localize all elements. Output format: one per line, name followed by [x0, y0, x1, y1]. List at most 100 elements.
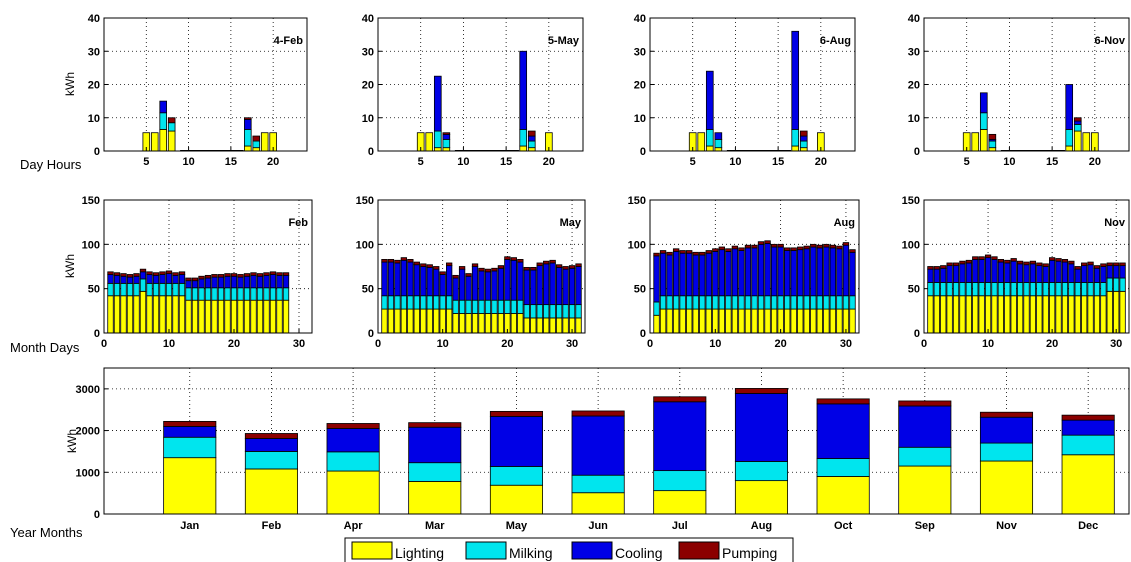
bar-segment-lighting	[465, 313, 472, 334]
bar-segment-milking	[799, 140, 808, 149]
bar-segment-lighting	[686, 308, 693, 334]
panel-title: 5-May	[548, 35, 580, 47]
bar-segment-milking	[1081, 282, 1088, 297]
bar-segment-cooling	[519, 50, 528, 130]
bar-segment-pumping	[997, 259, 1004, 263]
bar-segment-cooling	[783, 250, 791, 297]
bar-segment-cooling	[751, 247, 758, 297]
bar-segment-lighting	[452, 313, 459, 334]
bar-segment-cooling	[510, 259, 517, 301]
bar-segment-lighting	[816, 308, 823, 334]
bar-segment-pumping	[510, 257, 517, 261]
bar-segment-milking	[167, 122, 176, 132]
bar-segment-cooling	[997, 261, 1004, 283]
bar-segment-lighting	[510, 313, 517, 334]
bar-segment-lighting	[230, 299, 238, 334]
bar-segment-lighting	[1061, 295, 1069, 334]
bar-segment-lighting	[1016, 295, 1024, 334]
plot-area	[378, 18, 583, 151]
bar-segment-lighting	[978, 295, 985, 334]
bar-segment-pumping	[204, 274, 212, 279]
bar-segment-milking	[276, 287, 283, 301]
bar-segment-lighting	[653, 490, 707, 515]
bar-segment-cooling	[237, 276, 244, 289]
bar-segment-milking	[400, 295, 408, 310]
bar-segment-lighting	[243, 299, 251, 334]
bar-segment-cooling	[244, 438, 298, 452]
bar-segment-milking	[1087, 282, 1094, 297]
bar-segment-pumping	[816, 244, 823, 249]
x-tick-label: Jul	[672, 520, 688, 532]
bar-segment-milking	[965, 282, 972, 297]
chart-monthly: 0 1000 2000 3000 Jan Feb Apr Mar May Jun Jul Aug Oct…	[65, 367, 1130, 532]
bar-segment-milking	[692, 295, 699, 310]
bar-segment-cooling	[407, 261, 414, 297]
bar-segment-pumping	[282, 272, 290, 276]
bar-segment-pumping	[244, 117, 252, 120]
bar-segment-milking	[1119, 277, 1126, 292]
bar-segment-lighting	[224, 299, 231, 334]
y-axis-label: kWh	[65, 429, 79, 453]
bar-segment-cooling	[1004, 262, 1011, 283]
bar-segment-lighting	[979, 128, 988, 152]
y-tick-label: 1000	[76, 467, 100, 479]
bar-segment-lighting	[394, 308, 401, 334]
bar-segment-pumping	[816, 398, 870, 405]
bar-segment-cooling	[530, 269, 537, 306]
bar-segment-cooling	[1119, 265, 1126, 279]
bar-segment-lighting	[237, 299, 244, 334]
chart-hourly-may: 0 10 20 30 40 5 10 15 20 5-May	[362, 13, 584, 168]
y-tick-label: 10	[362, 113, 374, 125]
bar-segment-milking	[1055, 282, 1062, 297]
bar-segment-pumping	[1023, 261, 1030, 266]
bar-segment-lighting	[120, 295, 127, 334]
bar-segment-cooling	[408, 426, 462, 464]
bar-segment-milking	[653, 470, 707, 492]
bar-segment-lighting	[1093, 295, 1101, 334]
bar-segment-cooling	[1042, 266, 1049, 283]
legend-label-milking: Milking	[509, 545, 553, 561]
legend-swatch-milking	[465, 541, 507, 560]
bar-segment-pumping	[452, 274, 459, 279]
bar-segment-milking	[952, 282, 960, 297]
x-tick-label: Aug	[751, 520, 772, 532]
bar-segment-milking	[777, 295, 784, 310]
bar-segment-milking	[426, 295, 433, 310]
bar-segment-pumping	[217, 274, 225, 278]
row-label-days: Month Days	[10, 340, 80, 355]
legend-swatch-lighting	[351, 541, 393, 560]
x-tick-label: 20	[267, 156, 279, 168]
bar-segment-milking	[984, 282, 992, 297]
bar-segment-lighting	[165, 295, 173, 334]
bar-segment-pumping	[439, 271, 446, 275]
bar-segment-lighting	[810, 308, 817, 334]
x-tick-label: Apr	[344, 520, 364, 532]
bar-segment-cooling	[991, 259, 998, 283]
bar-segment-pumping	[1119, 262, 1126, 267]
bar-segment-cooling	[555, 266, 563, 306]
bar-segment-cooling	[823, 246, 830, 297]
bar-segment-milking	[672, 295, 680, 310]
bar-segment-pumping	[250, 272, 257, 276]
legend-swatch-pumping	[678, 541, 720, 560]
bar-segment-cooling	[816, 403, 870, 459]
y-tick-label: 50	[908, 284, 920, 296]
bar-segment-pumping	[744, 244, 752, 249]
bar-segment-pumping	[1106, 262, 1113, 267]
bar-segment-lighting	[139, 290, 147, 334]
bar-segment-lighting	[489, 484, 543, 515]
bar-segment-milking	[555, 304, 563, 319]
bar-segment-cooling	[1113, 265, 1120, 279]
bar-segment-lighting	[744, 308, 752, 334]
bar-segment-cooling	[1061, 419, 1115, 436]
bar-segment-cooling	[1087, 264, 1094, 283]
bar-segment-lighting	[159, 295, 166, 334]
bar-segment-milking	[263, 287, 270, 301]
x-tick-label: 10	[729, 156, 741, 168]
bar-segment-pumping	[394, 259, 401, 264]
bar-segment-lighting	[1029, 295, 1037, 334]
bar-segment-lighting	[244, 468, 298, 515]
bar-segment-milking	[471, 299, 479, 314]
bar-segment-cooling	[725, 251, 732, 297]
bar-segment-milking	[978, 282, 985, 297]
